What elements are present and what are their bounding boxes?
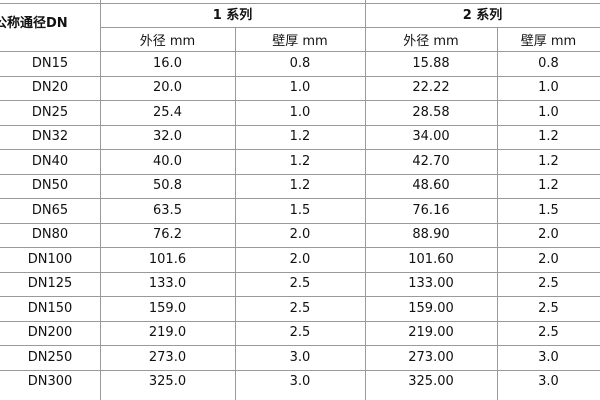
value-cell: 1.0 — [289, 104, 311, 120]
value-cell: 28.58 — [412, 104, 450, 120]
row-divider — [0, 51, 600, 52]
value-cell: 1.2 — [538, 178, 559, 194]
value-cell: 1.2 — [538, 129, 559, 145]
value-cell: 76.2 — [153, 227, 182, 243]
sub-header: 壁厚 mm — [520, 33, 577, 49]
row-divider — [0, 125, 600, 126]
value-cell: 48.60 — [412, 178, 450, 194]
row-divider — [0, 345, 600, 346]
value-cell: 133.00 — [408, 276, 454, 292]
value-cell: 273.00 — [408, 349, 454, 365]
row-label: DN15 — [31, 55, 69, 71]
value-cell: 20.0 — [153, 80, 182, 96]
row-divider — [0, 100, 600, 101]
value-cell: 40.0 — [153, 153, 182, 169]
column-divider — [235, 27, 236, 400]
value-cell: 2.5 — [538, 300, 559, 316]
value-cell: 2.0 — [538, 251, 559, 267]
value-cell: 1.2 — [538, 153, 559, 169]
value-cell: 1.0 — [538, 80, 559, 96]
row-label: DN65 — [31, 202, 69, 218]
value-cell: 1.5 — [289, 202, 311, 218]
value-cell: 88.90 — [412, 227, 450, 243]
group-header: 2 系列 — [462, 8, 503, 23]
row-label: DN150 — [27, 300, 73, 316]
value-cell: 219.00 — [408, 325, 454, 341]
group-header: 1 系列 — [212, 8, 253, 23]
column-divider — [497, 27, 498, 400]
value-cell: 1.0 — [538, 104, 559, 120]
row-label: DN200 — [27, 325, 73, 341]
column-divider — [365, 0, 366, 400]
value-cell: 133.0 — [148, 276, 187, 292]
value-cell: 42.70 — [412, 153, 450, 169]
value-cell: 2.0 — [289, 251, 311, 267]
row-divider — [0, 272, 600, 273]
value-cell: 1.2 — [289, 153, 311, 169]
value-cell: 22.22 — [412, 80, 450, 96]
value-cell: 34.00 — [412, 129, 450, 145]
value-cell: 1.2 — [289, 129, 311, 145]
row-label: DN25 — [31, 104, 69, 120]
value-cell: 0.8 — [289, 55, 311, 71]
row-label: DN125 — [27, 276, 73, 292]
row-label: DN100 — [27, 251, 73, 267]
value-cell: 219.0 — [148, 325, 187, 341]
value-cell: 16.0 — [153, 55, 182, 71]
row-label: DN20 — [31, 80, 69, 96]
value-cell: 2.5 — [538, 325, 559, 341]
value-cell: 3.0 — [289, 349, 311, 365]
value-cell: 159.0 — [148, 300, 187, 316]
value-cell: 0.8 — [538, 55, 559, 71]
row-divider — [0, 198, 600, 199]
sub-header: 外径 mm — [403, 33, 459, 49]
value-cell: 3.0 — [289, 374, 311, 390]
value-cell: 25.4 — [153, 104, 182, 120]
row-divider — [0, 149, 600, 150]
value-cell: 101.6 — [148, 251, 187, 267]
row-divider — [0, 3, 600, 4]
value-cell: 159.00 — [408, 300, 454, 316]
sub-header: 外径 mm — [139, 33, 196, 49]
row-divider — [0, 321, 600, 322]
row-divider — [0, 247, 600, 248]
value-cell: 2.5 — [289, 300, 311, 316]
column-divider — [100, 0, 101, 400]
value-cell: 325.00 — [408, 374, 454, 390]
header-cell: 公称通径DN — [0, 16, 68, 31]
row-divider — [100, 27, 600, 28]
row-label: DN250 — [27, 349, 73, 365]
value-cell: 3.0 — [538, 374, 559, 390]
value-cell: 2.0 — [538, 227, 559, 243]
value-cell: 2.5 — [538, 276, 559, 292]
value-cell: 101.60 — [408, 251, 454, 267]
row-label: DN40 — [31, 153, 69, 169]
row-label: DN80 — [31, 227, 69, 243]
value-cell: 3.0 — [538, 349, 559, 365]
value-cell: 1.2 — [289, 178, 311, 194]
value-cell: 1.5 — [538, 202, 559, 218]
value-cell: 32.0 — [153, 129, 182, 145]
row-divider — [0, 174, 600, 175]
value-cell: 273.0 — [148, 349, 187, 365]
row-label: DN50 — [31, 178, 69, 194]
row-divider — [0, 370, 600, 371]
value-cell: 2.5 — [289, 325, 311, 341]
value-cell: 325.0 — [148, 374, 187, 390]
row-divider — [0, 223, 600, 224]
value-cell: 63.5 — [153, 202, 182, 218]
value-cell: 2.5 — [289, 276, 311, 292]
row-label: DN32 — [31, 129, 69, 145]
value-cell: 15.88 — [412, 55, 450, 71]
value-cell: 76.16 — [412, 202, 450, 218]
row-label: DN300 — [27, 374, 73, 390]
sub-header: 壁厚 mm — [272, 33, 328, 49]
value-cell: 50.8 — [153, 178, 182, 194]
value-cell: 1.0 — [289, 80, 311, 96]
row-divider — [0, 76, 600, 77]
value-cell: 2.0 — [289, 227, 311, 243]
row-divider — [0, 296, 600, 297]
